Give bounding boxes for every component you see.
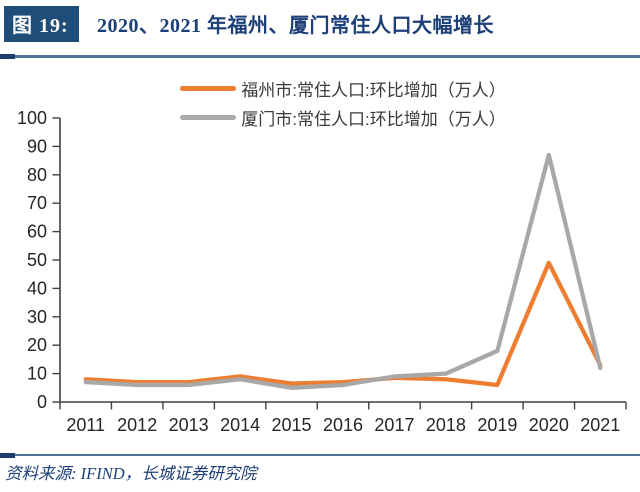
legend-item-fuzhou: 福州市:常住人口:环比增加（万人） — [180, 76, 506, 101]
y-tick-label: 20 — [27, 335, 47, 355]
legend-label-xiamen: 厦门市:常住人口:环比增加（万人） — [241, 110, 506, 129]
x-tick-label: 2020 — [529, 415, 569, 435]
x-tick-label: 2011 — [66, 415, 105, 435]
fuzhou-series-line — [83, 260, 603, 388]
y-tick-label: 90 — [27, 136, 47, 156]
data-source-note: 资料来源: IFIND，长城证券研究院 — [5, 464, 257, 483]
x-tick-label: 2018 — [426, 415, 466, 435]
x-tick-label: 2019 — [477, 415, 517, 435]
y-tick-label: 70 — [27, 193, 47, 213]
y-tick-label: 30 — [27, 307, 47, 327]
y-tick-label: 80 — [27, 165, 47, 185]
x-tick-label: 2017 — [374, 415, 414, 435]
bottom-divider-cap — [0, 452, 15, 458]
y-tick-label: 60 — [27, 222, 47, 242]
line-chart-canvas: 0 10 20 30 40 50 60 70 80 90 100 2011 2012 2013 2014 20… — [17, 108, 627, 435]
x-tick-label: 2013 — [169, 415, 209, 435]
xiamen-series-line — [83, 152, 603, 390]
y-tick-label: 100 — [17, 108, 47, 128]
legend-swatch-fuzhou — [180, 86, 237, 91]
x-tick-label: 2015 — [272, 415, 312, 435]
x-tick-label: 2014 — [220, 415, 260, 435]
x-tick-label: 2012 — [117, 415, 157, 435]
legend-item-xiamen: 厦门市:常住人口:环比增加（万人） — [180, 105, 506, 130]
legend-label-fuzhou: 福州市:常住人口:环比增加（万人） — [241, 81, 506, 100]
x-tick-label: 2021 — [580, 415, 620, 435]
figure-title: 2020、2021 年福州、厦门常住人口大幅增长 — [97, 15, 494, 37]
y-tick-label: 40 — [27, 278, 47, 298]
x-tick-label: 2016 — [323, 415, 363, 435]
y-tick-label: 10 — [27, 364, 47, 384]
top-divider-cap — [0, 53, 15, 59]
y-tick-label: 50 — [27, 250, 47, 270]
figure-number-tag: 图 19: — [4, 6, 79, 42]
bottom-divider — [0, 454, 640, 456]
top-divider — [0, 55, 640, 58]
chart-legend: 福州市:常住人口:环比增加（万人） 厦门市:常住人口:环比增加（万人） — [60, 76, 626, 130]
legend-swatch-xiamen — [180, 115, 237, 120]
y-tick-label: 0 — [37, 392, 47, 412]
chart-area: 福州市:常住人口:环比增加（万人） 厦门市:常住人口:环比增加（万人） 0 10 2… — [0, 57, 640, 442]
